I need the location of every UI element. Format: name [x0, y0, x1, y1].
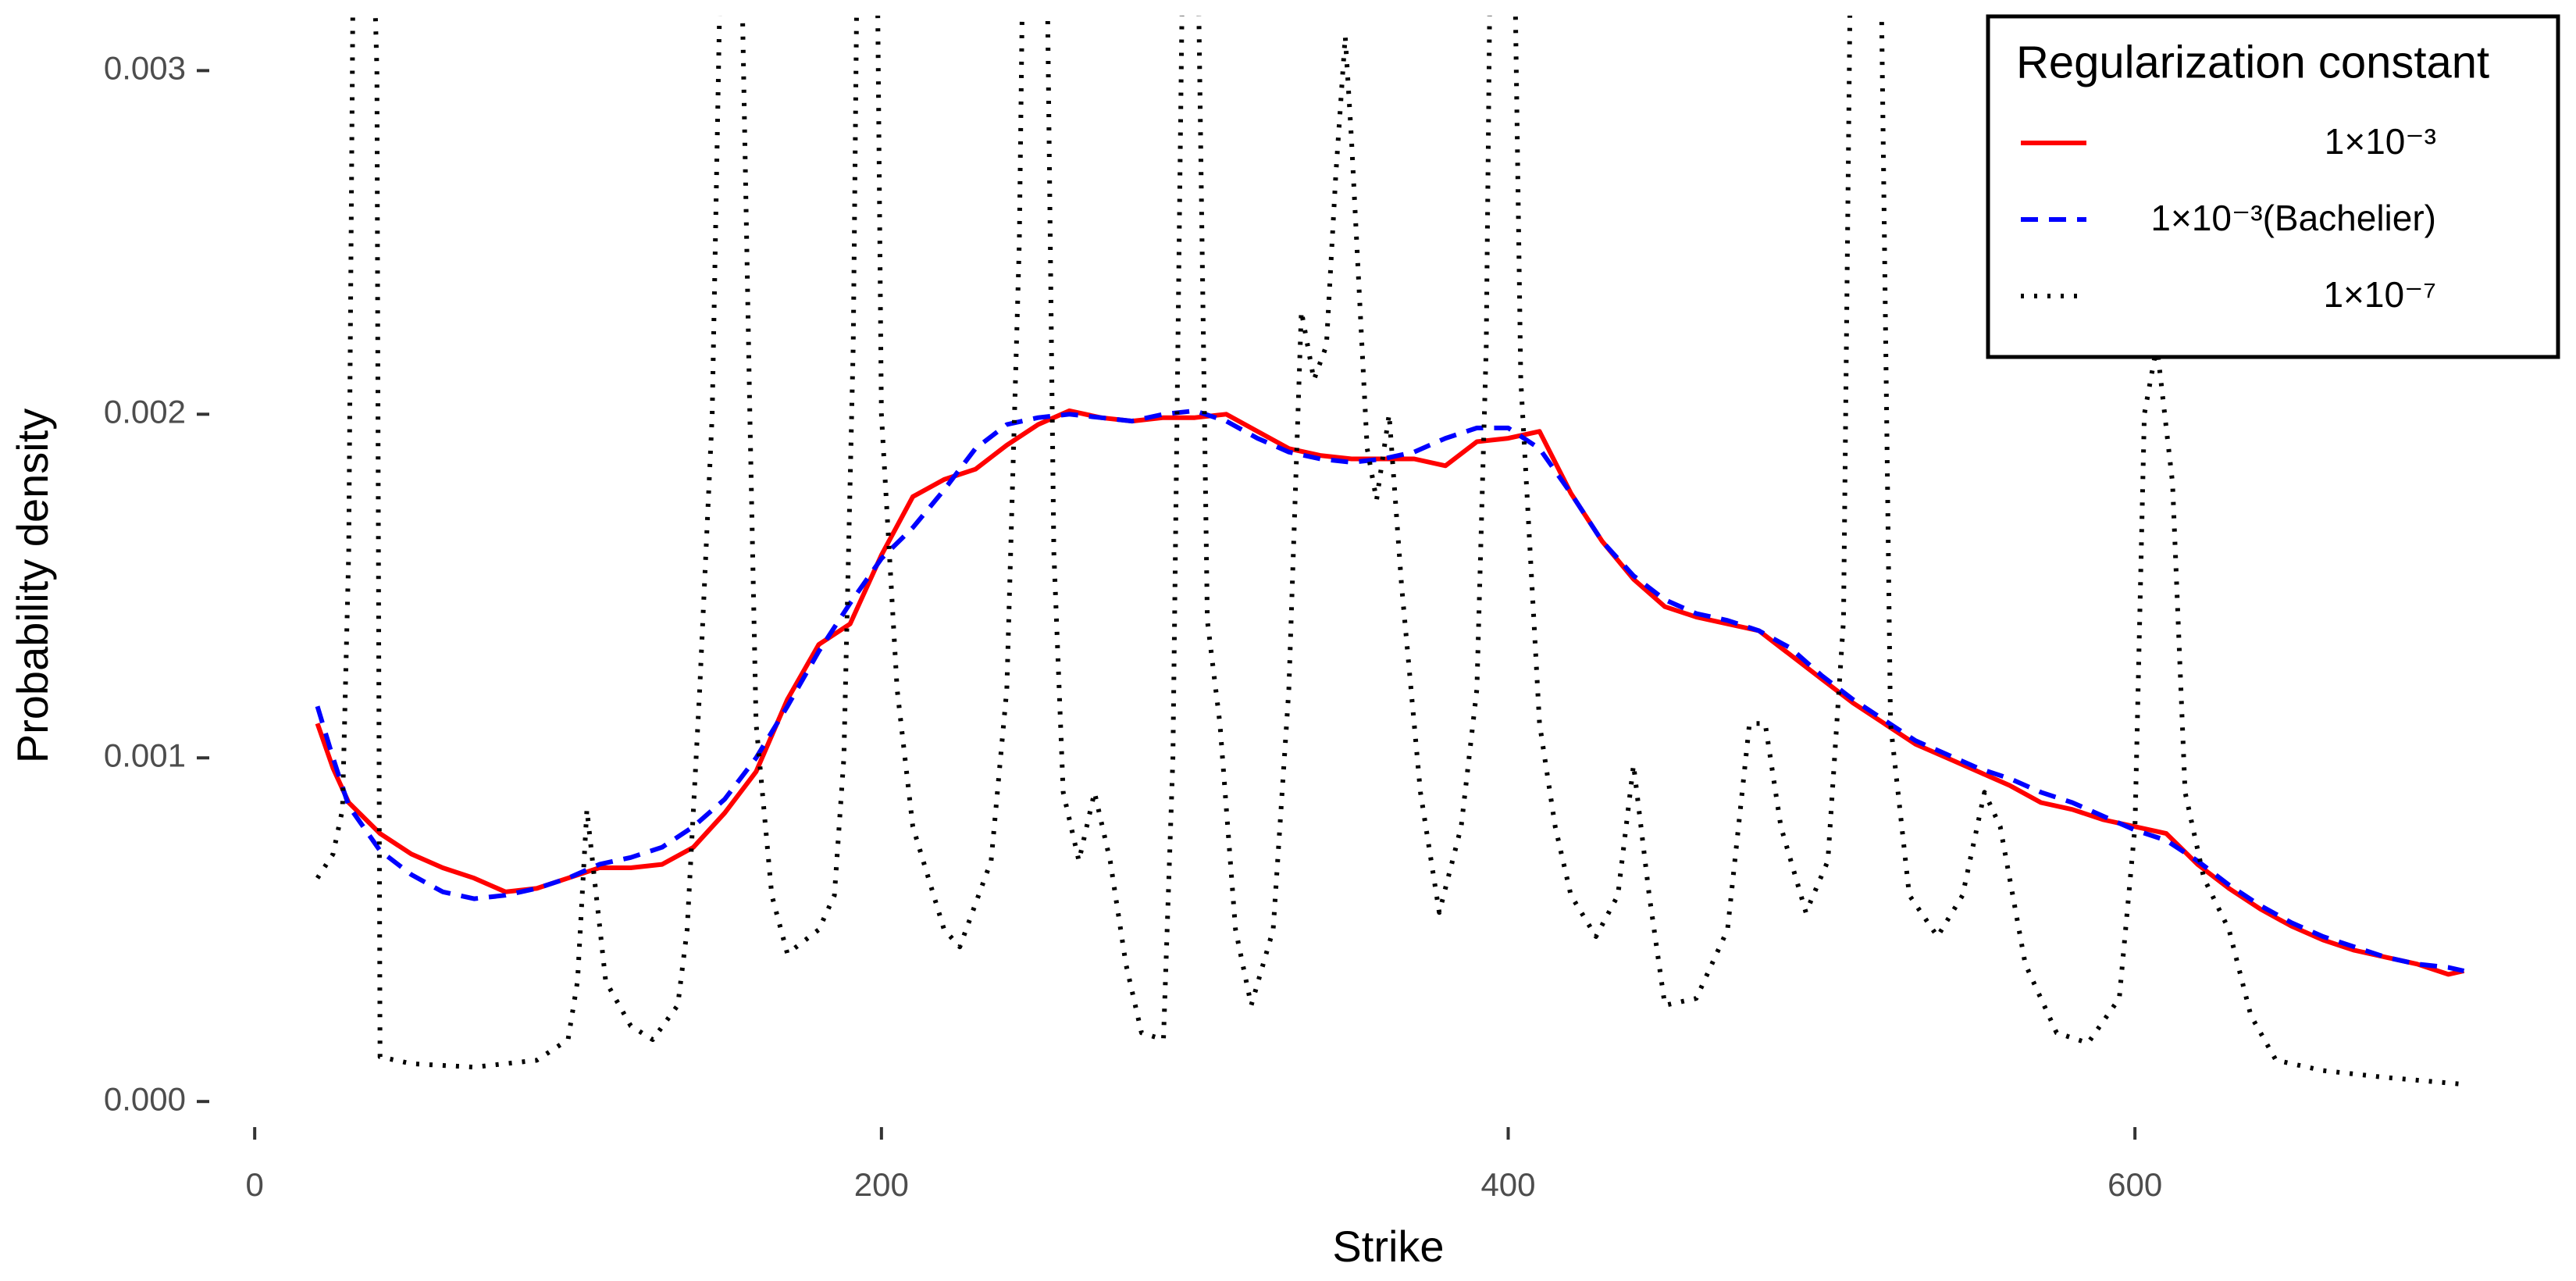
plot-area [315, 16, 2465, 1087]
legend-box [1986, 14, 2560, 359]
y-tick-label: 0.000 [104, 1080, 186, 1117]
x-tick-label: 0 [246, 1166, 264, 1203]
legend-label: 1×10⁻⁷ [2323, 274, 2436, 315]
x-tick-label: 600 [2107, 1166, 2162, 1203]
y-tick-label: 0.003 [104, 49, 186, 86]
legend-title: Regularization constant [2016, 37, 2489, 87]
line-series [315, 408, 2465, 977]
x-tick-label: 400 [1480, 1166, 1535, 1203]
y-axis-title: Probability density [8, 409, 57, 763]
line-series [315, 408, 2465, 973]
legend-label: 1×10⁻³(Bachelier) [2150, 198, 2436, 238]
y-tick-label: 0.001 [104, 737, 186, 773]
legend-label: 1×10⁻³ [2325, 121, 2436, 162]
legend: Regularization constant 1×10⁻³ 1×10⁻³(Bach… [1986, 14, 2560, 359]
line-series [315, 16, 2464, 1087]
x-tick-label: 200 [854, 1166, 909, 1203]
y-tick-label: 0.002 [104, 393, 186, 430]
x-axis-title: Strike [1332, 1222, 1444, 1271]
